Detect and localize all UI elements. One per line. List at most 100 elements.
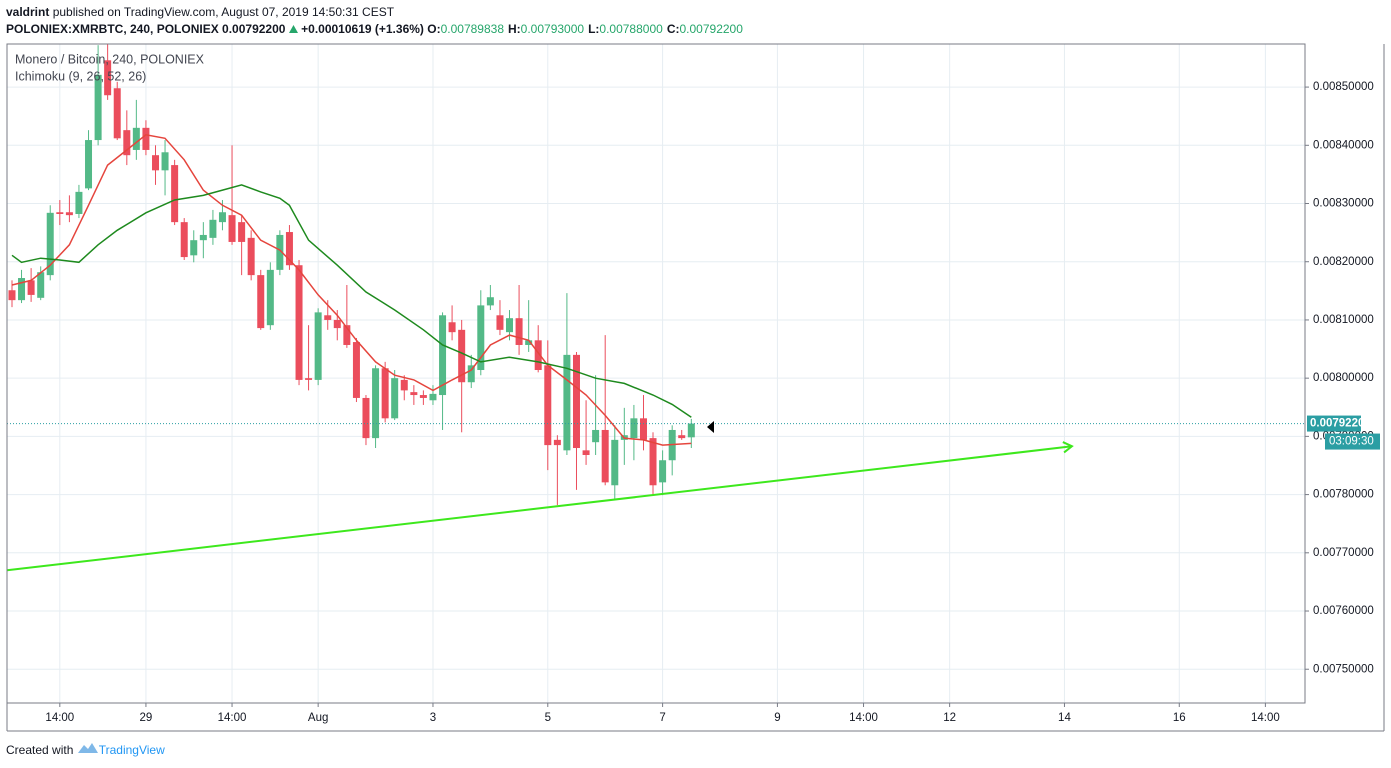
trend-line <box>6 445 1073 572</box>
candle-body <box>515 318 523 345</box>
candle-body <box>343 325 351 345</box>
candle-body <box>190 240 198 256</box>
candle-body <box>56 212 64 214</box>
candle-body <box>257 275 265 329</box>
candle-body <box>266 269 274 326</box>
y-tick-label: 0.00830000 <box>1313 198 1374 210</box>
x-tick-label: Aug <box>308 712 328 724</box>
symbol: POLONIEX:XMRBTC, 240, POLONIEX <box>6 22 219 36</box>
candle-body <box>429 393 437 401</box>
y-tick-label: 0.00800000 <box>1313 372 1374 384</box>
candle-body <box>314 312 322 380</box>
candle-body <box>161 152 169 171</box>
candle-body <box>477 305 485 371</box>
candle-body <box>104 60 112 96</box>
countdown-bg <box>1325 433 1380 450</box>
price-pointer <box>707 421 714 433</box>
ohlc-value: 0.00788000 <box>599 22 663 36</box>
candle-body <box>553 439 561 446</box>
candle-body <box>458 329 466 383</box>
candle-body <box>400 379 408 391</box>
candle-body <box>228 215 236 242</box>
y-tick-label: 0.00770000 <box>1313 547 1374 559</box>
indicator-line <box>11 134 692 446</box>
candle-body <box>209 219 217 238</box>
candle-body <box>649 438 657 486</box>
publish-line: valdrint published on TradingView.com, A… <box>6 5 394 19</box>
candle-body <box>27 280 35 295</box>
candle-body <box>152 155 160 171</box>
y-tick-label: 0.00820000 <box>1313 256 1374 268</box>
candle-body <box>678 435 686 439</box>
candle-body <box>46 212 54 276</box>
candle-body <box>18 278 26 301</box>
brand[interactable]: TradingView <box>98 743 165 757</box>
x-tick-label: 14:00 <box>1251 712 1280 724</box>
y-tick-label: 0.00840000 <box>1313 139 1374 151</box>
candle-body <box>132 127 140 150</box>
candle-body <box>525 340 533 345</box>
change: +0.00010619 (+1.36%) <box>301 22 424 36</box>
symbol-line: POLONIEX:XMRBTC, 240, POLONIEX 0.0079220… <box>6 22 747 36</box>
candle-body <box>592 429 600 443</box>
candle-body <box>324 315 332 320</box>
candle-body <box>75 191 83 214</box>
logo <box>77 743 98 753</box>
ohlc-label: H: <box>508 22 521 36</box>
ohlc: O:0.00789838 H:0.00793000 L:0.00788000 C:0.… <box>427 22 747 36</box>
x-tick-label: 14:00 <box>849 712 878 724</box>
candle-body <box>611 439 619 486</box>
candle-body <box>199 234 207 241</box>
ohlc-label: C: <box>666 22 680 36</box>
ohlc-label: O: <box>427 22 441 36</box>
candle-body <box>218 212 226 223</box>
candle-body <box>85 140 93 189</box>
ohlc-value: 0.00793000 <box>520 22 585 36</box>
price-label-bg <box>1307 415 1361 432</box>
candle-body <box>419 395 427 398</box>
author[interactable]: valdrint <box>6 5 50 19</box>
up-arrow-shape <box>288 25 298 33</box>
x-tick-label: 16 <box>1173 712 1186 724</box>
y-tick-label: 0.00850000 <box>1313 81 1374 93</box>
logo-shape <box>77 743 98 753</box>
chart-title: Monero / Bitcoin, 240, POLONIEX <box>15 52 205 66</box>
axes: 0.00750000 0.00760000 0.00770000 0.00780000… <box>45 81 1380 724</box>
candle-body <box>448 322 456 333</box>
grid <box>7 44 1305 703</box>
candle-body <box>247 237 255 276</box>
candle-body <box>544 365 552 446</box>
candle-body <box>333 319 341 329</box>
published: published on TradingView.com, August 07,… <box>52 5 395 19</box>
candle-body <box>142 127 150 150</box>
x-tick-label: 14:00 <box>45 712 74 724</box>
x-tick-label: 14:00 <box>218 712 247 724</box>
plot <box>6 44 1305 572</box>
candle-body <box>639 418 647 440</box>
x-tick-label: 9 <box>774 712 780 724</box>
candle-body <box>352 342 360 398</box>
candle-body <box>601 429 609 483</box>
footer: Created with TradingView <box>6 742 165 757</box>
candle-body <box>37 272 45 298</box>
candle-body <box>305 378 313 380</box>
candle-body <box>94 74 102 141</box>
candle-body <box>276 234 284 270</box>
y-tick-label: 0.00810000 <box>1313 314 1374 326</box>
candle-body <box>372 368 380 439</box>
candle-body <box>439 315 447 396</box>
candle-body <box>410 392 418 396</box>
x-tick-label: 14 <box>1058 712 1071 724</box>
ohlc-value: 0.00789838 <box>440 22 504 36</box>
x-tick-label: 3 <box>430 712 436 724</box>
candle-body <box>295 265 303 380</box>
candle-body <box>285 232 293 266</box>
candle-body <box>391 378 399 419</box>
candle-body <box>238 222 246 242</box>
candle-body <box>467 365 475 383</box>
candle-body <box>180 222 188 258</box>
candle-body <box>582 450 590 456</box>
indicator-label: Ichimoku (9, 26, 52, 26) <box>15 69 146 83</box>
plot-frame <box>6 43 1306 704</box>
